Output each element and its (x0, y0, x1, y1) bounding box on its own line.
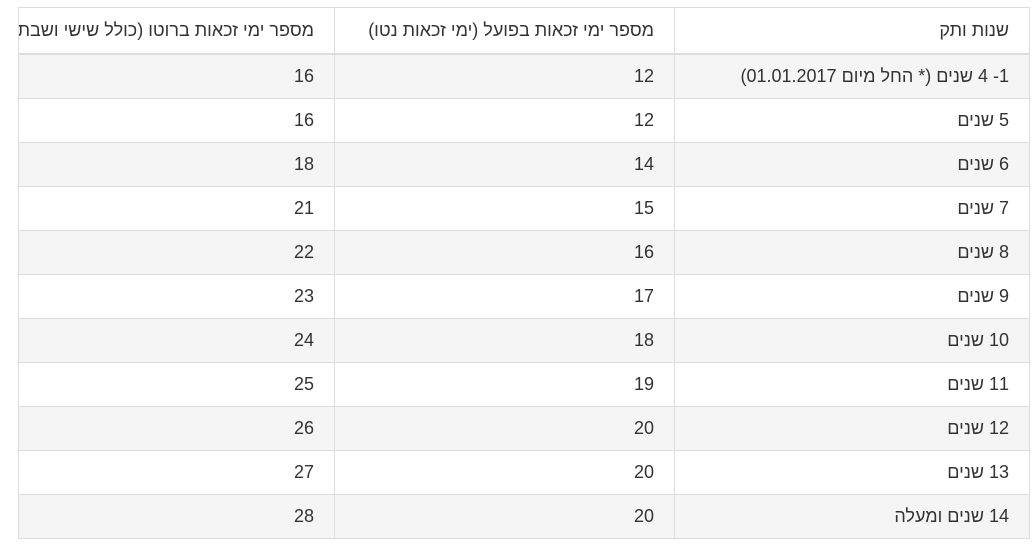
table-row: 9 שנים 17 23 (18, 274, 1030, 319)
cell-gross-days: 16 (18, 53, 335, 99)
table-row: 5 שנים 12 16 (18, 98, 1030, 143)
cell-seniority: 8 שנים (674, 230, 1030, 275)
cell-gross-days: 18 (18, 142, 335, 187)
table-header: שנות ותק מספר ימי זכאות בפועל (ימי זכאות… (18, 7, 1030, 55)
cell-net-days: 19 (334, 362, 675, 407)
cell-net-days: 17 (334, 274, 675, 319)
table-row: 8 שנים 16 22 (18, 230, 1030, 275)
cell-seniority: 10 שנים (674, 318, 1030, 363)
cell-net-days: 14 (334, 142, 675, 187)
header-gross-days: מספר ימי זכאות ברוטו (כולל שישי ושבת) (18, 7, 335, 55)
cell-net-days: 20 (334, 406, 675, 451)
vacation-days-table-container: שנות ותק מספר ימי זכאות בפועל (ימי זכאות… (18, 7, 1030, 539)
cell-gross-days: 25 (18, 362, 335, 407)
cell-gross-days: 23 (18, 274, 335, 319)
cell-seniority: 9 שנים (674, 274, 1030, 319)
cell-seniority: 11 שנים (674, 362, 1030, 407)
table-row: 1- 4 שנים (* החל מיום 01.01.2017) 12 16 (18, 53, 1030, 99)
cell-net-days: 20 (334, 450, 675, 495)
cell-gross-days: 24 (18, 318, 335, 363)
cell-gross-days: 21 (18, 186, 335, 231)
table-row: 10 שנים 18 24 (18, 318, 1030, 363)
table-row: 13 שנים 20 27 (18, 450, 1030, 495)
header-net-days: מספר ימי זכאות בפועל (ימי זכאות נטו) (334, 7, 675, 55)
table-body: 1- 4 שנים (* החל מיום 01.01.2017) 12 16 … (18, 53, 1030, 539)
cell-seniority: 1- 4 שנים (* החל מיום 01.01.2017) (674, 53, 1030, 99)
cell-gross-days: 22 (18, 230, 335, 275)
cell-seniority: 7 שנים (674, 186, 1030, 231)
cell-gross-days: 26 (18, 406, 335, 451)
vacation-days-table: שנות ותק מספר ימי זכאות בפועל (ימי זכאות… (18, 7, 1030, 539)
cell-net-days: 12 (334, 53, 675, 99)
table-row: 12 שנים 20 26 (18, 406, 1030, 451)
table-row: 6 שנים 14 18 (18, 142, 1030, 187)
cell-net-days: 16 (334, 230, 675, 275)
cell-gross-days: 27 (18, 450, 335, 495)
cell-seniority: 6 שנים (674, 142, 1030, 187)
cell-net-days: 12 (334, 98, 675, 143)
cell-net-days: 15 (334, 186, 675, 231)
header-seniority: שנות ותק (674, 7, 1030, 55)
cell-seniority: 5 שנים (674, 98, 1030, 143)
cell-net-days: 20 (334, 494, 675, 539)
table-row: 11 שנים 19 25 (18, 362, 1030, 407)
cell-net-days: 18 (334, 318, 675, 363)
cell-gross-days: 28 (18, 494, 335, 539)
table-row: 7 שנים 15 21 (18, 186, 1030, 231)
cell-seniority: 12 שנים (674, 406, 1030, 451)
cell-seniority: 14 שנים ומעלה (674, 494, 1030, 539)
header-row: שנות ותק מספר ימי זכאות בפועל (ימי זכאות… (18, 7, 1030, 55)
cell-seniority: 13 שנים (674, 450, 1030, 495)
cell-gross-days: 16 (18, 98, 335, 143)
table-row: 14 שנים ומעלה 20 28 (18, 494, 1030, 539)
